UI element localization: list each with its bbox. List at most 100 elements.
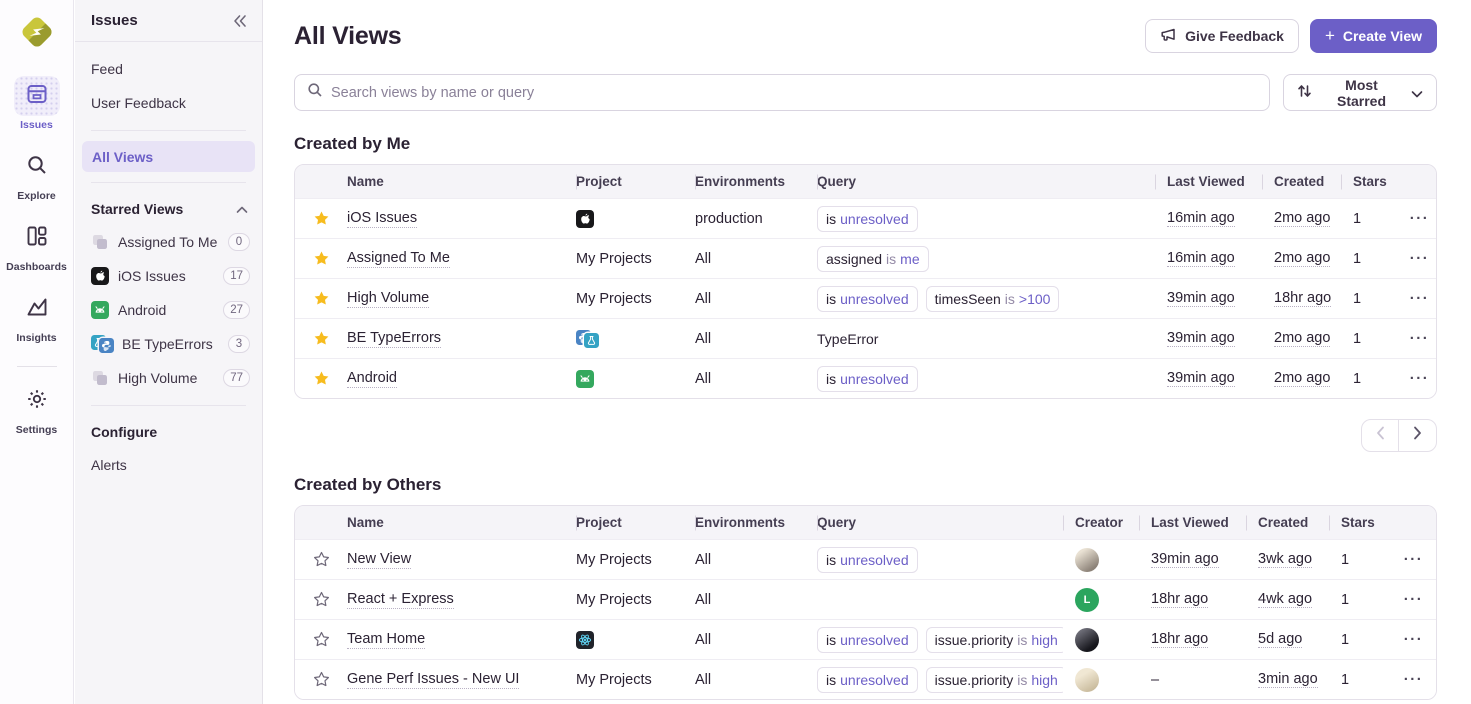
starred-view-label: iOS Issues [118,268,214,284]
search-input[interactable] [331,85,1257,101]
sidebar-item-be-typeerrors[interactable]: BE TypeErrors3 [75,327,262,361]
avatar [1075,548,1099,572]
star-filled-icon[interactable] [295,330,347,347]
view-name-link[interactable]: iOS Issues [347,210,417,228]
sidebar-item-alerts[interactable]: Alerts [75,448,262,482]
section-title-created-by-me: Created by Me [294,134,1437,154]
last-viewed-cell: 39min ago [1139,551,1246,568]
view-name-link[interactable]: Gene Perf Issues - New UI [347,671,519,689]
create-view-button[interactable]: + Create View [1310,19,1437,53]
column-header-environments: Environments [695,506,817,539]
issues-inbox-icon [24,81,50,112]
give-feedback-button[interactable]: Give Feedback [1145,19,1299,53]
chevron-left-icon [1376,426,1385,445]
python-teal-project-icon [91,335,113,353]
rail-item-insights[interactable]: Insights [14,289,60,344]
view-name-link[interactable]: Team Home [347,631,425,649]
sidebar-item-all-views[interactable]: All Views [82,141,255,172]
sentry-logo-icon[interactable] [18,13,56,51]
stars-count-cell: 1 [1329,552,1391,568]
sidebar-item-high-volume[interactable]: High Volume 77 [75,361,262,395]
column-header-stars: Stars [1341,165,1403,198]
query-cell: isunresolved issue.priorityishigh [817,667,1063,693]
avatar: L [1075,588,1099,612]
column-header-created: Created [1246,506,1329,539]
view-name-link[interactable]: Assigned To Me [347,250,450,268]
rail-item-issues[interactable]: Issues [14,76,60,131]
sidebar-item-user-feedback[interactable]: User Feedback [75,86,262,120]
environments-cell: All [695,672,817,688]
chevron-right-icon [1413,426,1422,445]
sidebar-divider [91,182,246,183]
star-filled-icon[interactable] [295,370,347,387]
query-cell: isunresolved [817,206,1155,232]
sidebar-item-android[interactable]: Android27 [75,293,262,327]
row-actions-menu-button[interactable]: ··· [1391,551,1436,568]
query-chip: issue.priorityishigh [926,667,1063,693]
row-actions-menu-button[interactable]: ··· [1391,671,1436,688]
issue-count-badge: 3 [228,335,250,353]
issue-count-badge: 0 [228,233,250,251]
column-header [1403,165,1436,198]
rail-item-settings[interactable]: Settings [14,381,60,436]
row-actions-menu-button[interactable]: ··· [1403,330,1436,347]
row-actions-menu-button[interactable]: ··· [1403,210,1436,227]
apple-project-icon [91,267,109,285]
last-viewed-cell: 39min ago [1155,330,1262,347]
star-outline-icon[interactable] [295,631,347,648]
star-filled-icon[interactable] [295,290,347,307]
table-row: iOS Issuesproductionisunresolved16min ag… [295,198,1436,238]
sidebar-item-assigned-to-me[interactable]: Assigned To Me0 [75,225,262,259]
sidebar-item-feed[interactable]: Feed [75,52,262,86]
previous-page-button[interactable] [1362,420,1399,451]
starred-view-label: High Volume [118,370,214,386]
next-page-button[interactable] [1399,420,1436,451]
plus-icon: + [1325,27,1335,44]
sidebar-item-ios-issues[interactable]: iOS Issues 17 [75,259,262,293]
stars-count-cell: 1 [1329,672,1391,688]
row-actions-menu-button[interactable]: ··· [1391,631,1436,648]
view-name-link[interactable]: Android [347,370,397,388]
view-name-link[interactable]: React + Express [347,591,454,609]
created-by-me-table: NameProjectEnvironmentsQueryLast ViewedC… [294,164,1437,399]
issue-count-badge: 17 [223,267,250,285]
double-chevron-left-icon[interactable] [232,14,248,28]
column-header [1391,506,1436,539]
row-actions-menu-button[interactable]: ··· [1391,591,1436,608]
column-header [295,165,347,198]
gear-icon [24,386,50,417]
table-row: BE TypeErrorsAllTypeError39min ago2mo ag… [295,318,1436,358]
row-actions-menu-button[interactable]: ··· [1403,250,1436,267]
query-chip: isunresolved [817,667,918,693]
view-name-link[interactable]: High Volume [347,290,429,308]
rail-item-explore[interactable]: Explore [14,147,60,202]
view-name-link[interactable]: New View [347,551,411,569]
row-actions-menu-button[interactable]: ··· [1403,290,1436,307]
project-cell: My Projects [576,592,695,608]
view-name-link[interactable]: BE TypeErrors [347,330,441,348]
star-outline-icon[interactable] [295,551,347,568]
query-cell: isunresolvedtimesSeenis>100 [817,286,1155,312]
row-actions-menu-button[interactable]: ··· [1403,370,1436,387]
environments-cell: All [695,291,817,307]
sort-dropdown[interactable]: Most Starred [1283,74,1437,111]
stars-count-cell: 1 [1341,291,1403,307]
flask-teal-project-icon [584,333,599,348]
project-cell: My Projects [576,291,695,307]
stars-count-cell: 1 [1329,592,1391,608]
query-cell: isunresolved [817,366,1155,392]
table-row: Gene Perf Issues - New UIMy ProjectsAlli… [295,659,1436,699]
apple-project-icon [576,210,594,228]
star-outline-icon[interactable] [295,671,347,688]
query-chip: isunresolved [817,366,918,392]
star-filled-icon[interactable] [295,210,347,227]
star-outline-icon[interactable] [295,591,347,608]
star-filled-icon[interactable] [295,250,347,267]
last-viewed-cell: 39min ago [1155,290,1262,307]
query-chip: isunresolved [817,547,918,573]
project-cell: My Projects [576,552,695,568]
chevron-up-icon[interactable] [236,201,248,217]
project-cell [576,370,695,388]
issue-count-badge: 77 [223,369,250,387]
rail-item-dashboards[interactable]: Dashboards [6,218,67,273]
